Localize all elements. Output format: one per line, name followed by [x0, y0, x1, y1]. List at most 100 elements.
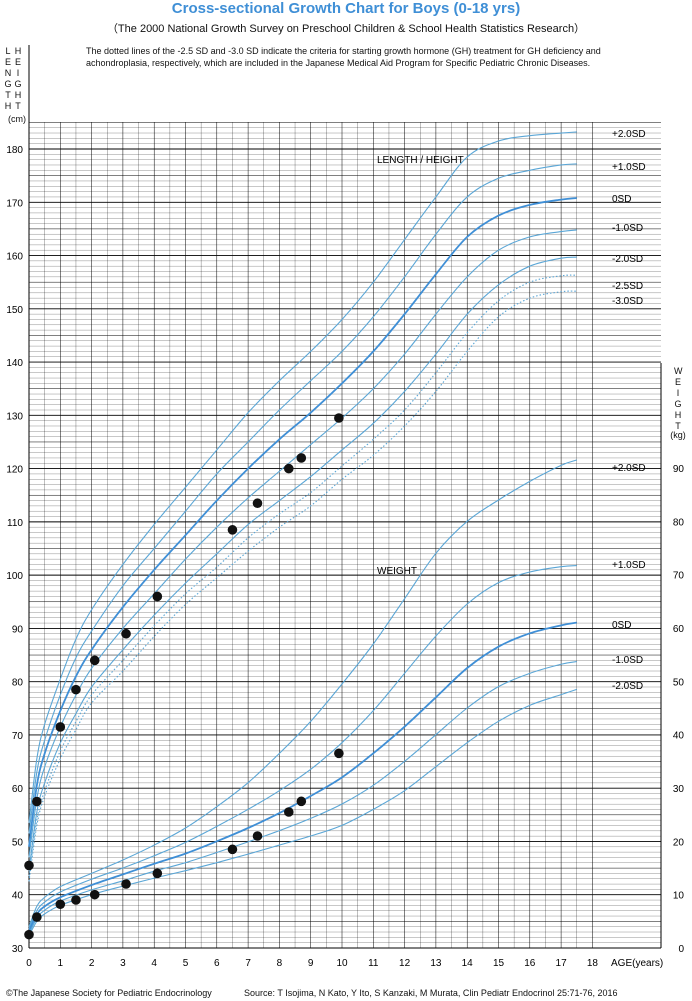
- age-tick-label: 16: [524, 958, 536, 969]
- length-curve: [28, 163, 577, 834]
- weight-curve: [28, 661, 577, 934]
- weight-tick-label: 70: [673, 571, 685, 582]
- length-curve: [28, 256, 577, 871]
- age-tick-label: 11: [368, 958, 379, 969]
- length-sd-label: +2.0SD: [612, 129, 646, 140]
- weight-patient-point: [152, 868, 163, 879]
- length-sd-label: -1.0SD: [612, 223, 643, 234]
- length-sd-label: -2.5SD: [612, 281, 643, 292]
- age-tick-label: 17: [556, 958, 568, 969]
- patient-points: [24, 413, 344, 940]
- chart-labels: 3040506070809010011012013014015016017018…: [6, 129, 684, 969]
- length-curve: [28, 290, 577, 882]
- weight-tick-label: 40: [673, 731, 685, 742]
- weight-curve: [28, 459, 577, 927]
- length-tick-label: 160: [6, 252, 23, 263]
- length-patient-point: [283, 463, 294, 474]
- weight-tick-label: 30: [673, 784, 685, 795]
- weight-sd-label: +2.0SD: [612, 463, 646, 474]
- length-tick-label: 70: [12, 731, 24, 742]
- weight-axis-label: W E I G H T: [674, 366, 683, 431]
- age-tick-label: 3: [120, 958, 126, 969]
- weight-patient-point: [252, 831, 263, 841]
- age-tick-label: 2: [89, 958, 95, 969]
- length-patient-point: [252, 498, 263, 509]
- weight-curve: [28, 688, 577, 936]
- age-tick-label: 13: [430, 958, 442, 969]
- length-patient-point: [334, 413, 344, 423]
- length-tick-label: 170: [6, 198, 23, 209]
- age-tick-label: 14: [462, 958, 474, 969]
- length-sd-label: 0SD: [612, 194, 631, 205]
- length-tick-label: 60: [12, 784, 24, 795]
- age-tick-label: 1: [58, 958, 64, 969]
- length-tick-label: 130: [6, 411, 23, 422]
- length-tick-label: 40: [12, 891, 24, 902]
- age-tick-label: 18: [587, 958, 599, 969]
- chart-subtitle: （The 2000 National Growth Survey on Pres…: [106, 23, 586, 35]
- weight-patient-point: [24, 929, 34, 940]
- weight-patient-point: [71, 895, 81, 905]
- age-tick-label: 9: [308, 958, 314, 969]
- length-sd-label: -2.0SD: [612, 254, 643, 265]
- weight-sd-label: +1.0SD: [612, 560, 646, 571]
- weight-patient-point: [121, 879, 131, 889]
- weight-tick-label: 60: [673, 624, 685, 635]
- age-tick-label: 8: [277, 958, 283, 969]
- weight-section-label: WEIGHT: [377, 566, 417, 577]
- length-curve: [28, 229, 577, 858]
- length-patient-point: [55, 722, 66, 732]
- length-sd-label: +1.0SD: [612, 162, 646, 173]
- weight-tick-label: 20: [673, 837, 685, 848]
- length-curve: [28, 274, 577, 877]
- length-tick-label: 140: [6, 358, 23, 369]
- weight-curve: [28, 565, 577, 930]
- age-axis-label: AGE(years): [611, 958, 663, 969]
- weight-tick-label: 10: [673, 891, 685, 902]
- length-section-label: LENGTH / HEIGHT: [377, 155, 464, 166]
- length-tick-label: 100: [6, 571, 23, 582]
- length-tick-label: 50: [12, 837, 24, 848]
- length-unit-label: (cm): [8, 114, 26, 124]
- length-tick-label: 180: [6, 145, 23, 156]
- length-curve: [28, 197, 577, 847]
- weight-sd-label: 0SD: [612, 620, 631, 631]
- length-tick-label: 110: [7, 518, 23, 529]
- length-patient-point: [227, 525, 238, 535]
- length-tick-label: 90: [12, 624, 24, 635]
- age-tick-label: 5: [183, 958, 189, 969]
- weight-patient-point: [55, 899, 66, 910]
- sd-curves: [28, 131, 577, 936]
- weight-tick-label: 80: [673, 517, 685, 528]
- length-tick-label: 120: [6, 465, 23, 476]
- length-axis-label: L E N G T H: [4, 46, 12, 111]
- weight-patient-point: [283, 807, 294, 817]
- weight-curve: [28, 621, 577, 932]
- weight-patient-point: [334, 748, 344, 759]
- length-curve: [28, 131, 577, 823]
- length-patient-point: [32, 796, 42, 807]
- weight-tick-label: 0: [678, 944, 684, 955]
- age-tick-label: 4: [151, 958, 157, 969]
- length-tick-label: 80: [12, 678, 24, 689]
- weight-sd-label: -1.0SD: [612, 655, 643, 666]
- length-tick-label: 150: [6, 305, 23, 316]
- age-tick-label: 10: [336, 958, 348, 969]
- weight-patient-point: [89, 889, 100, 900]
- chart-note: The dotted lines of the -2.5 SD and -3.0…: [86, 46, 601, 68]
- age-tick-label: 0: [26, 958, 32, 969]
- weight-patient-point: [227, 844, 238, 855]
- weight-patient-point: [296, 796, 307, 807]
- length-patient-point: [24, 860, 34, 871]
- weight-unit-label: (kg): [670, 430, 686, 440]
- chart-grid: [28, 45, 662, 949]
- footer-copyright: ©The Japanese Society for Pediatric Endo…: [6, 988, 212, 998]
- age-tick-label: 15: [493, 958, 505, 969]
- length-patient-point: [152, 591, 163, 602]
- weight-tick-label: 90: [673, 464, 685, 475]
- weight-sd-label: -2.0SD: [612, 681, 643, 692]
- length-patient-point: [121, 628, 131, 639]
- age-tick-label: 6: [214, 958, 220, 969]
- length-patient-point: [296, 453, 307, 463]
